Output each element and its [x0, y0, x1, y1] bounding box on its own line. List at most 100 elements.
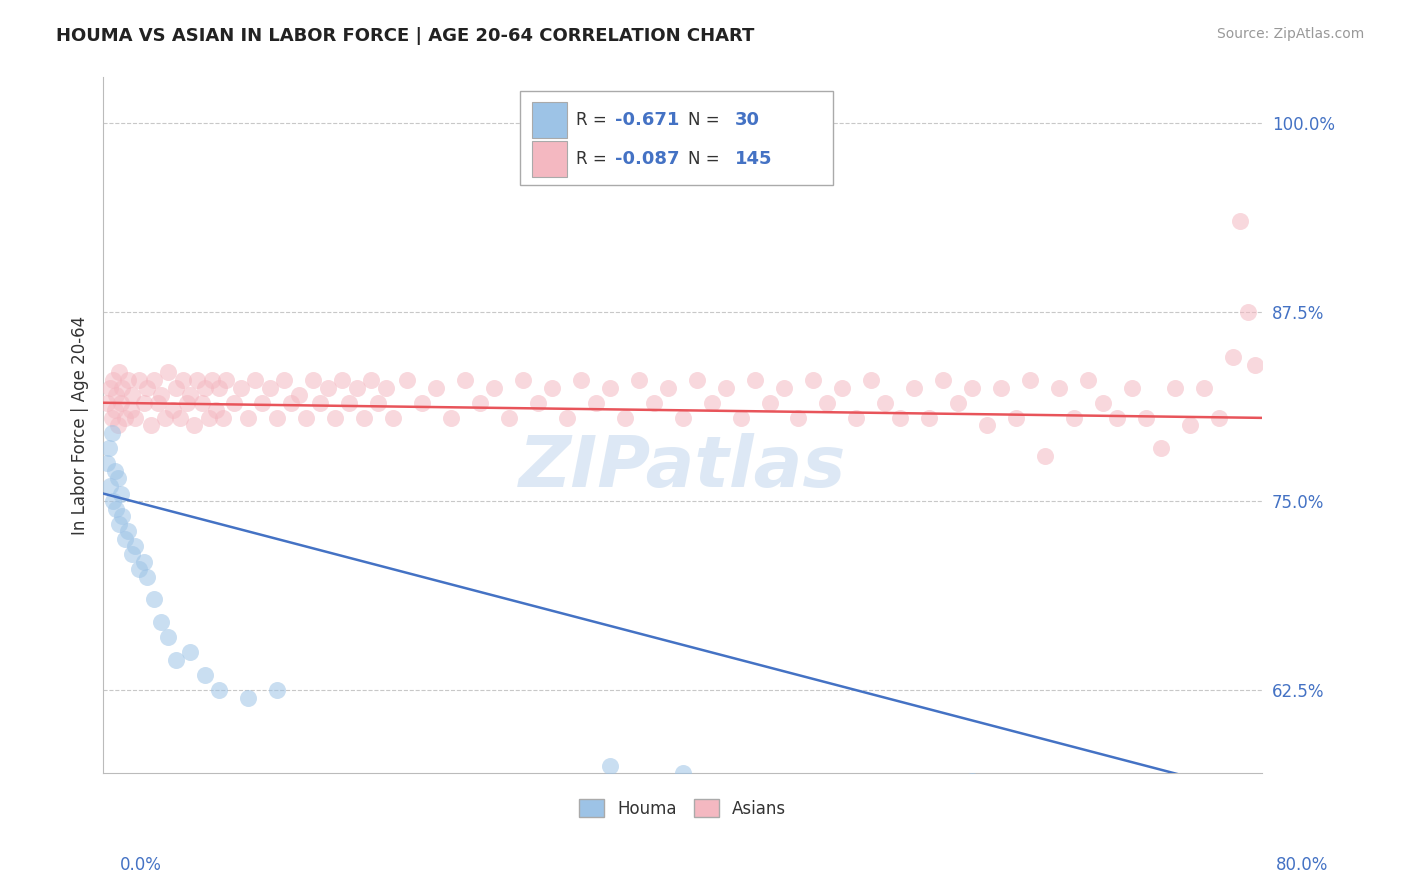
Text: -0.087: -0.087 — [616, 150, 681, 168]
Point — [817, 396, 839, 410]
Point — [236, 410, 259, 425]
Point — [613, 410, 636, 425]
Point — [1243, 358, 1265, 372]
Point — [714, 381, 737, 395]
Point — [215, 373, 238, 387]
Point — [381, 410, 404, 425]
Point — [1208, 410, 1230, 425]
Text: 0.0%: 0.0% — [120, 856, 162, 874]
Point — [875, 396, 897, 410]
Point — [208, 683, 231, 698]
Point — [108, 366, 131, 380]
Point — [339, 396, 361, 410]
Point — [526, 396, 548, 410]
Point — [1229, 214, 1251, 228]
Point — [104, 464, 127, 478]
Point — [121, 388, 143, 402]
Point — [425, 381, 447, 395]
Point — [165, 381, 187, 395]
Bar — [531, 102, 567, 138]
Point — [108, 516, 131, 531]
Point — [367, 396, 389, 410]
Point — [135, 381, 157, 395]
Point — [468, 396, 491, 410]
Point — [165, 653, 187, 667]
Point — [831, 381, 853, 395]
Point — [179, 645, 201, 659]
Point — [360, 373, 382, 387]
Point — [498, 410, 520, 425]
Point — [236, 690, 259, 705]
Point — [124, 540, 146, 554]
Point — [962, 381, 984, 395]
Legend: Houma, Asians: Houma, Asians — [572, 793, 793, 824]
Point — [259, 381, 281, 395]
Point — [157, 630, 180, 644]
Point — [201, 373, 224, 387]
Text: Source: ZipAtlas.com: Source: ZipAtlas.com — [1216, 27, 1364, 41]
Point — [128, 373, 150, 387]
Point — [107, 418, 129, 433]
Point — [212, 410, 235, 425]
Text: N =: N = — [689, 111, 725, 129]
Point — [101, 410, 124, 425]
Point — [157, 366, 180, 380]
Point — [889, 410, 911, 425]
Point — [454, 373, 477, 387]
Point — [859, 373, 882, 387]
Point — [700, 396, 723, 410]
Point — [266, 410, 288, 425]
Point — [932, 373, 955, 387]
Point — [599, 381, 621, 395]
Text: 30: 30 — [735, 111, 759, 129]
Point — [316, 381, 339, 395]
Text: 80.0%: 80.0% — [1277, 856, 1329, 874]
Point — [100, 479, 122, 493]
Point — [111, 381, 134, 395]
Point — [353, 410, 375, 425]
Point — [266, 683, 288, 698]
Point — [1004, 410, 1026, 425]
Point — [323, 410, 346, 425]
Point — [96, 396, 118, 410]
Point — [139, 418, 162, 433]
Point — [142, 592, 165, 607]
Point — [686, 373, 709, 387]
Point — [121, 547, 143, 561]
Point — [273, 373, 295, 387]
Point — [440, 410, 463, 425]
Point — [132, 555, 155, 569]
Point — [110, 396, 132, 410]
Point — [252, 396, 274, 410]
Point — [1135, 410, 1157, 425]
Point — [169, 410, 191, 425]
Point — [150, 388, 173, 402]
Point — [287, 388, 309, 402]
Point — [585, 396, 607, 410]
Point — [100, 381, 122, 395]
Text: HOUMA VS ASIAN IN LABOR FORCE | AGE 20-64 CORRELATION CHART: HOUMA VS ASIAN IN LABOR FORCE | AGE 20-6… — [56, 27, 755, 45]
Point — [107, 471, 129, 485]
Point — [208, 381, 231, 395]
Text: ZIPatlas: ZIPatlas — [519, 433, 846, 501]
Point — [105, 501, 128, 516]
Point — [730, 410, 752, 425]
Point — [1121, 381, 1143, 395]
Point — [1107, 410, 1129, 425]
Point — [148, 396, 170, 410]
Point — [222, 396, 245, 410]
Point — [1236, 305, 1258, 319]
Point — [628, 373, 651, 387]
Point — [124, 410, 146, 425]
Point — [117, 524, 139, 539]
Point — [773, 381, 796, 395]
Point — [120, 403, 142, 417]
Point — [105, 388, 128, 402]
Point — [396, 373, 419, 387]
Point — [186, 373, 208, 387]
Point — [295, 410, 318, 425]
Point — [1063, 410, 1085, 425]
Point — [96, 456, 118, 470]
Point — [205, 403, 228, 417]
Point — [193, 668, 215, 682]
